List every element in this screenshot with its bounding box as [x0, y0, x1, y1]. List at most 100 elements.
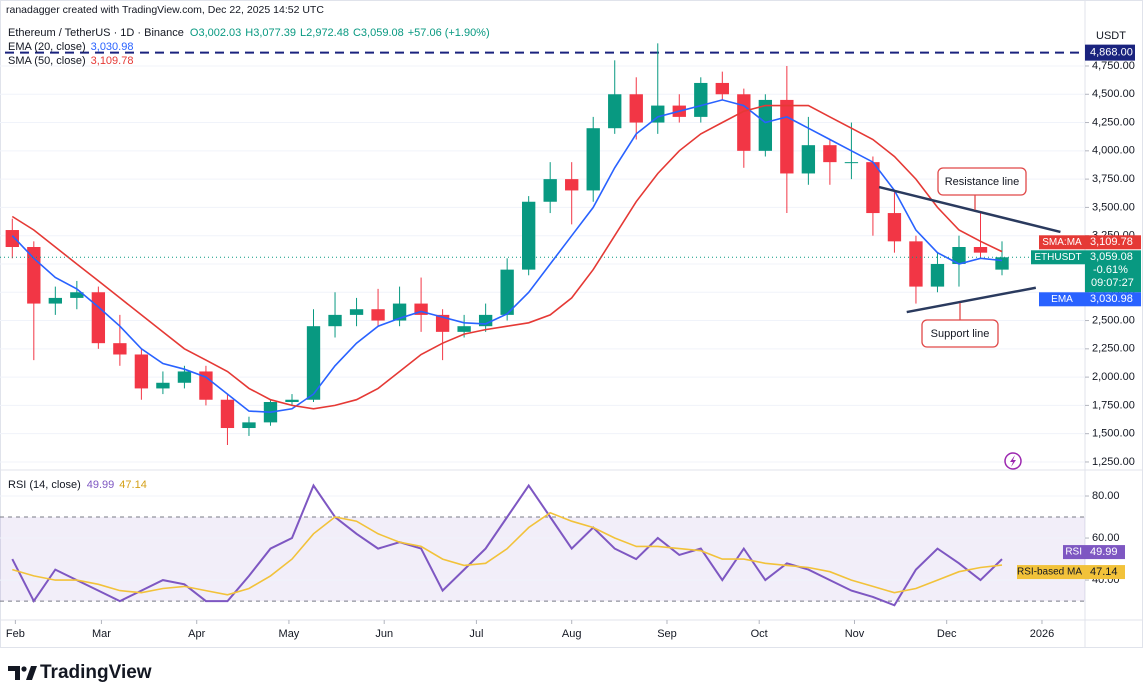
- candle-body: [414, 303, 428, 315]
- ema-name: EMA (20, close): [8, 41, 86, 53]
- level-tag: [1085, 44, 1135, 61]
- x-tick-label: Apr: [188, 628, 205, 640]
- candle-body: [27, 247, 41, 304]
- ohlc-open: O3,002.03: [190, 27, 241, 39]
- logo-mark: [8, 666, 20, 680]
- x-tick-label: Dec: [937, 628, 957, 640]
- y-tick-label: 2,250.00: [1092, 343, 1135, 355]
- candle-body: [285, 399, 299, 403]
- candle-body: [973, 247, 988, 253]
- y-tick-label: 4,750.00: [1092, 60, 1135, 72]
- candle-body: [177, 371, 192, 383]
- y-tick-label: 1,500.00: [1092, 428, 1135, 440]
- callout-label: Support line: [931, 328, 990, 340]
- candle-body: [392, 303, 407, 321]
- trendline: [878, 185, 1061, 234]
- candle-body: [70, 292, 84, 298]
- candle-body: [608, 94, 622, 129]
- trendline: [906, 286, 1037, 314]
- rsi-value: 47.14: [1090, 566, 1118, 578]
- x-tick-label: Feb: [6, 628, 25, 640]
- candle-body: [737, 94, 751, 151]
- change-pct: (+1.90%): [445, 27, 490, 39]
- brand-logo: [8, 666, 37, 680]
- level-label: 4,868.00: [1090, 47, 1133, 59]
- candle-body: [651, 105, 665, 123]
- candle-body: [242, 422, 256, 429]
- candle-body: [457, 326, 471, 332]
- candle-body: [758, 99, 773, 151]
- sma-value-tag: [1085, 235, 1141, 250]
- candle-body: [823, 145, 837, 163]
- candle-body: [629, 94, 643, 123]
- ohlc-low: L2,972.48: [300, 27, 349, 39]
- callout-label: Resistance line: [945, 176, 1020, 188]
- rsi-value: 49.99: [87, 479, 115, 491]
- y-tick-label: 1,750.00: [1092, 399, 1135, 411]
- candle-body: [48, 297, 62, 304]
- candle-body: [565, 179, 579, 191]
- x-tick-label: May: [279, 628, 300, 640]
- y-tick-label: 60.00: [1092, 532, 1120, 544]
- ema-tag-name: EMA: [1051, 294, 1073, 305]
- last-price-value: 3,059.08: [1090, 251, 1133, 263]
- candle-body: [134, 354, 149, 389]
- ema-value: 3,030.98: [1090, 293, 1133, 305]
- logo-slash: [26, 666, 37, 680]
- symbol: Ethereum / TetherUS · 1D · Binance: [8, 27, 184, 39]
- sma-tag: [1039, 235, 1085, 250]
- ema-value-tag: [1085, 292, 1141, 307]
- rsi-tag-name: RSI: [1065, 547, 1082, 558]
- y-tick-label: 80.00: [1092, 490, 1120, 502]
- sma-name: SMA (50, close): [8, 55, 86, 67]
- rsi-ma-value: 47.14: [119, 479, 147, 491]
- candle-body: [780, 99, 794, 174]
- plot-layer: 1,250.00 1,500.00 1,750.00 2,000.00 2,250.00…: [0, 43, 1141, 640]
- rsi-tag: [1063, 545, 1085, 560]
- candle-body: [199, 371, 213, 400]
- y-tick-label: 2,500.00: [1092, 314, 1135, 326]
- countdown: 09:07:27: [1091, 277, 1134, 289]
- ema-legend: EMA (20, close) 3,030.98: [8, 41, 133, 53]
- candle-body: [930, 263, 945, 287]
- last-price-change: -0.61%: [1093, 264, 1128, 276]
- x-tick-label: Aug: [562, 628, 582, 640]
- y-tick-label: 2,000.00: [1092, 371, 1135, 383]
- candle-body: [156, 382, 170, 389]
- candle-body: [952, 247, 966, 264]
- rsi-value-tag: [1085, 545, 1125, 560]
- candle-body: [5, 230, 19, 248]
- candle-body: [113, 343, 127, 355]
- candle-body: [435, 314, 450, 332]
- series-line: [11, 99, 1003, 414]
- series-line: [11, 104, 1003, 410]
- rsi-title: RSI (14, close): [8, 479, 81, 491]
- candle-body: [328, 314, 342, 327]
- x-tick-label: Jul: [469, 628, 483, 640]
- rsi-value-tag: [1085, 565, 1125, 580]
- candle-body: [306, 326, 321, 400]
- y-tick-label: 4,000.00: [1092, 145, 1135, 157]
- sma-value: 3,109.78: [1090, 236, 1133, 248]
- candle-body: [371, 309, 385, 321]
- sma-value: 3,109.78: [91, 55, 134, 67]
- candle-body: [349, 309, 364, 315]
- x-tick-label: Oct: [751, 628, 768, 640]
- callout-box: [937, 167, 1027, 196]
- y-tick-label: 3,750.00: [1092, 173, 1135, 185]
- candle-body: [909, 241, 923, 287]
- series-line: [12, 511, 1003, 596]
- rsi-value: 49.99: [1090, 546, 1118, 558]
- x-tick-label: 2026: [1030, 628, 1054, 640]
- candle-body: [521, 201, 536, 270]
- brand-name: TradingView: [40, 662, 152, 683]
- candle-body: [500, 269, 514, 315]
- last-price-tag: [1031, 250, 1085, 265]
- change: +57.06: [408, 27, 442, 39]
- candle-body: [91, 292, 106, 344]
- sma-legend: SMA (50, close) 3,109.78: [8, 55, 133, 67]
- sma-tag-name: SMA:MA: [1042, 237, 1082, 248]
- last-price-symbol: ETHUSDT: [1034, 252, 1081, 263]
- rsi-legend: RSI (14, close) 49.99 47.14: [8, 479, 147, 491]
